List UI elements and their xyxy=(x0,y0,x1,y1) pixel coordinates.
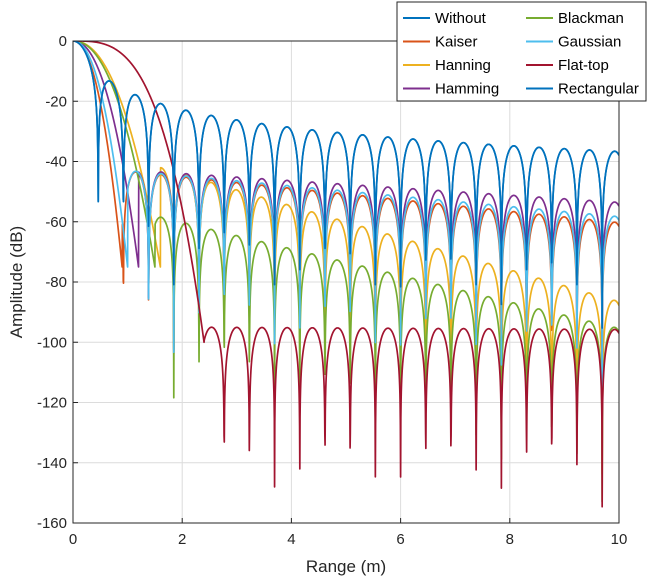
y-tick-label: -60 xyxy=(45,214,67,231)
y-tick-label: -140 xyxy=(37,455,67,472)
series-line-rectangular xyxy=(73,41,619,329)
x-axis-title: Range (m) xyxy=(306,557,386,576)
legend-label: Without xyxy=(435,10,487,27)
y-axis-ticks: 0 -20 -40 -60 -80 -100 -120 -140 -160 xyxy=(37,33,78,532)
y-tick-label: -120 xyxy=(37,395,67,412)
x-tick-label: 6 xyxy=(396,531,404,548)
legend-label: Hamming xyxy=(435,81,499,98)
legend-label: Gaussian xyxy=(558,34,621,51)
y-tick-label: -100 xyxy=(37,334,67,351)
series-lines xyxy=(73,41,619,508)
legend-label: Rectangular xyxy=(558,81,639,98)
y-tick-label: -40 xyxy=(45,154,67,171)
y-tick-label: -20 xyxy=(45,93,67,110)
series-line-hanning xyxy=(73,41,619,475)
legend: Without Kaiser Hanning Hamming Blackman Gauss… xyxy=(396,1,647,102)
legend-label: Hanning xyxy=(435,57,491,74)
x-tick-label: 4 xyxy=(287,531,295,548)
series-line-blackman xyxy=(73,41,619,503)
y-axis-title: Amplitude (dB) xyxy=(7,226,26,338)
legend-box xyxy=(396,1,647,102)
legend-label: Kaiser xyxy=(435,34,478,51)
y-tick-label: -80 xyxy=(45,274,67,291)
x-tick-label: 0 xyxy=(69,531,77,548)
x-axis-ticks: 0 2 4 6 8 10 xyxy=(69,518,628,548)
series-line-flat-top xyxy=(73,41,619,508)
legend-label: Blackman xyxy=(558,10,624,27)
x-tick-label: 2 xyxy=(178,531,186,548)
legend-label: Flat-top xyxy=(558,57,609,74)
x-tick-label: 8 xyxy=(506,531,514,548)
y-tick-label: -160 xyxy=(37,515,67,532)
y-tick-label: 0 xyxy=(59,33,67,50)
series-line-gaussian xyxy=(73,41,619,394)
x-tick-label: 10 xyxy=(611,531,628,548)
